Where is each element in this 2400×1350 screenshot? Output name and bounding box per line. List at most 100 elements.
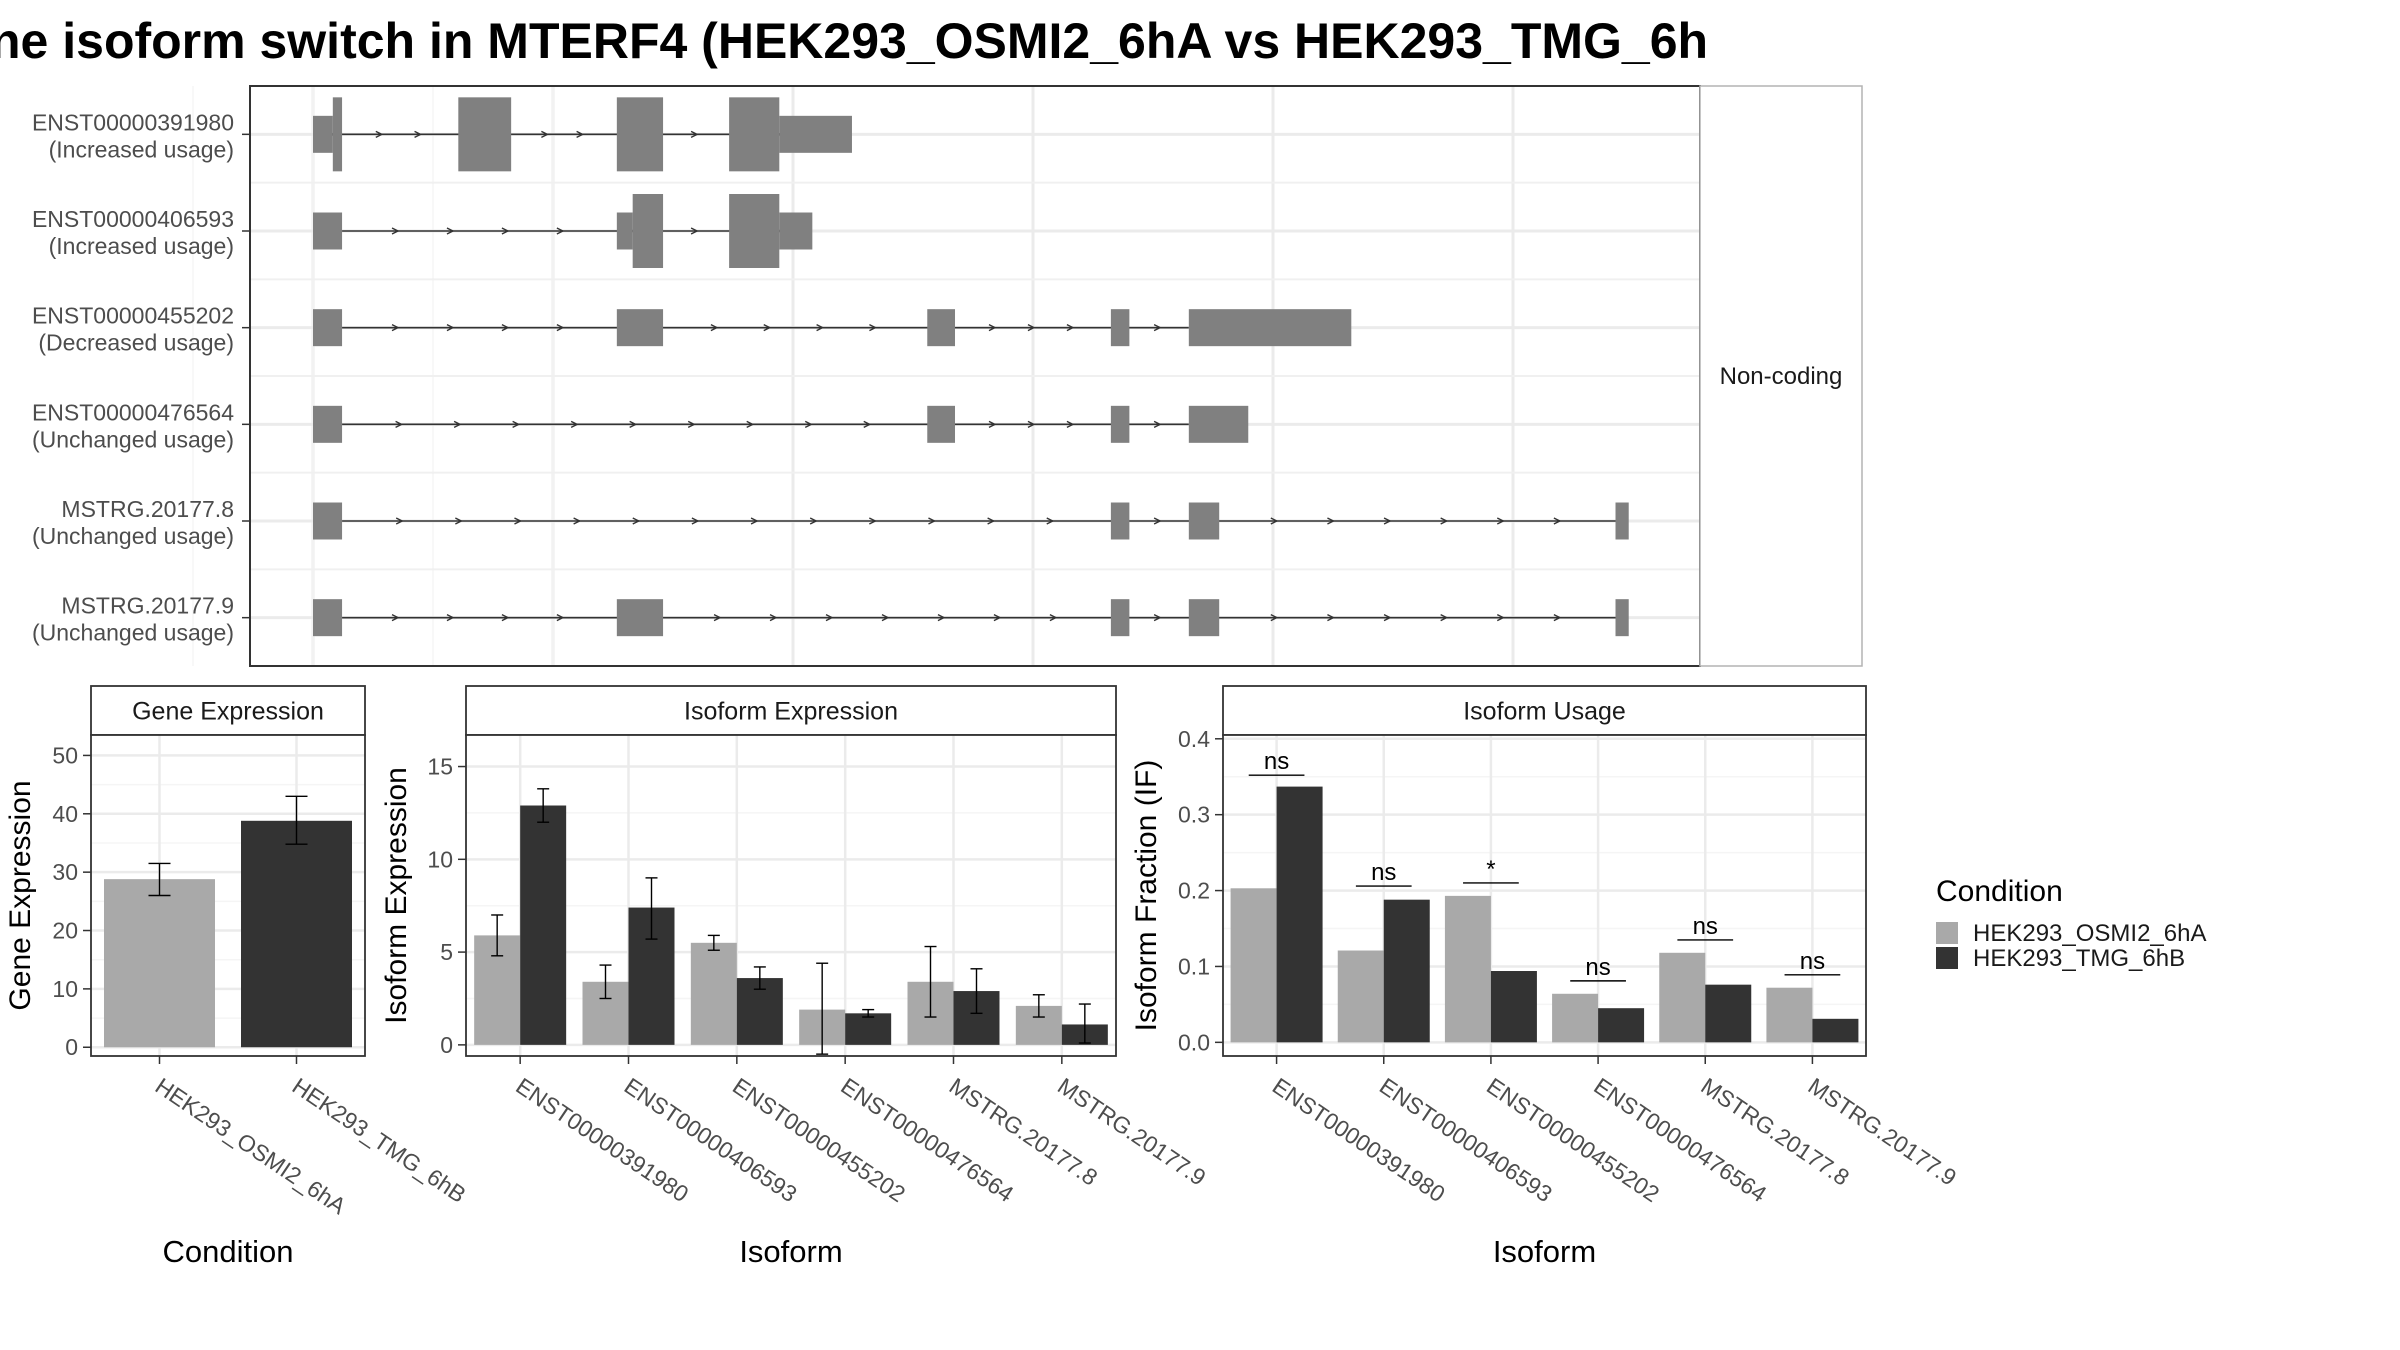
gene-expression-panel: Gene Expression01020304050HEK293_OSMI2_6…	[4, 685, 471, 1269]
intron-direction-arrow	[988, 324, 997, 332]
intron-direction-arrow	[556, 324, 565, 332]
bar	[1383, 899, 1430, 1043]
y-axis-title: Isoform Expression	[380, 767, 413, 1024]
exon-block	[779, 212, 813, 250]
panel-strip	[1222, 685, 1867, 736]
exon-block	[313, 212, 343, 250]
transcript-id-label: ENST00000391980	[32, 109, 234, 135]
intron-direction-arrow	[1327, 614, 1335, 622]
y-tick-label: 0.1	[1178, 953, 1210, 979]
bar	[1705, 984, 1752, 1043]
bar	[1659, 952, 1706, 1043]
transcript-structure-panel: ENST00000391980(Increased usage)ENST0000…	[32, 85, 1863, 667]
bar	[1552, 993, 1599, 1043]
intron-direction-arrow	[1049, 614, 1058, 622]
exon-block	[616, 599, 664, 637]
intron-direction-arrow	[541, 130, 549, 138]
plot-background	[466, 735, 1116, 1056]
intron-direction-arrow	[763, 324, 772, 332]
panel-border	[465, 734, 1117, 1057]
exon-block	[632, 194, 664, 268]
intron-direction-arrow	[1066, 420, 1075, 428]
exon-block	[729, 97, 780, 172]
bar	[1598, 1008, 1645, 1043]
intron-direction-arrow	[501, 227, 510, 235]
bar	[1444, 895, 1491, 1043]
intron-direction-arrow	[687, 420, 696, 428]
y-tick-label: 10	[52, 976, 78, 1002]
intron-direction-arrow	[446, 614, 455, 622]
y-axis-title: Isoform Fraction (IF)	[1130, 760, 1163, 1032]
bar	[1766, 987, 1813, 1043]
intron-direction-arrow	[993, 614, 1002, 622]
y-tick-label: 0.2	[1178, 878, 1210, 904]
bar	[520, 805, 567, 1045]
intron-direction-arrow	[453, 420, 462, 428]
intron-direction-arrow	[1440, 614, 1449, 622]
panel-border	[90, 734, 366, 1057]
strip-right	[1699, 85, 1863, 667]
intron-direction-arrow	[1027, 324, 1036, 332]
legend-swatch	[1936, 947, 1958, 969]
x-axis-title: Condition	[163, 1234, 294, 1269]
exon-block	[616, 97, 664, 172]
intron-direction-arrow	[869, 324, 877, 332]
significance-label: ns	[1371, 859, 1396, 886]
exon-block	[616, 309, 664, 347]
intron-direction-arrow	[632, 517, 641, 525]
intron-direction-arrow	[395, 420, 404, 428]
intron-direction-arrow	[395, 517, 404, 525]
exon-block	[1615, 599, 1629, 637]
intron-direction-arrow	[375, 130, 384, 138]
intron-direction-arrow	[570, 420, 579, 428]
y-tick-label: 20	[52, 918, 78, 944]
intron-direction-arrow	[691, 517, 700, 525]
y-tick-label: 50	[52, 742, 78, 768]
intron-direction-arrow	[1066, 324, 1075, 332]
intron-direction-arrow	[987, 517, 996, 525]
intron-direction-arrow	[556, 614, 565, 622]
intron-direction-arrow	[573, 517, 582, 525]
transcript-id-label: MSTRG.20177.9	[61, 593, 234, 619]
intron-direction-arrow	[501, 614, 510, 622]
intron-direction-arrow	[1027, 420, 1036, 428]
significance-label: ns	[1585, 954, 1610, 981]
plot-background	[1223, 735, 1866, 1056]
exon-block	[313, 502, 343, 540]
intron-direction-arrow	[446, 324, 455, 332]
legend-title: Condition	[1936, 875, 2063, 908]
exon-block	[1110, 309, 1130, 347]
exon-block	[1110, 599, 1130, 637]
x-axis-title: Isoform	[739, 1234, 842, 1269]
bar	[1276, 786, 1323, 1043]
intron-direction-arrow	[512, 420, 521, 428]
intron-direction-arrow	[710, 324, 719, 332]
significance-label: ns	[1800, 948, 1825, 975]
y-axis-title: Gene Expression	[4, 780, 37, 1010]
intron-direction-arrow	[881, 614, 890, 622]
strip-label-non-coding: Non-coding	[1720, 363, 1843, 390]
legend-swatch	[1936, 922, 1958, 944]
intron-direction-arrow	[391, 324, 400, 332]
x-tick-label: ENST00000406593	[620, 1073, 802, 1208]
intron-direction-arrow	[629, 420, 638, 428]
exon-block	[1188, 405, 1249, 443]
legend-item-label: HEK293_TMG_6hB	[1973, 945, 2185, 972]
intron-direction-arrow	[750, 517, 759, 525]
panel-strip-title: Isoform Usage	[1463, 698, 1626, 726]
significance-label: ns	[1693, 913, 1718, 940]
x-tick-label: ENST00000476564	[1589, 1073, 1771, 1208]
isoform-usage-panel: Isoform Usage 0.0 0.1 0.2 0.3 0.4 ns ns * ns ns ns E…	[1130, 685, 1961, 1269]
bar	[241, 820, 352, 1048]
intron-direction-arrow	[825, 614, 834, 622]
exon-block	[313, 599, 343, 637]
intron-direction-arrow	[1383, 614, 1392, 622]
intron-direction-arrow	[1153, 324, 1162, 332]
y-tick-label: 5	[440, 939, 453, 965]
intron-direction-arrow	[391, 227, 400, 235]
exon-block	[1188, 309, 1352, 347]
bar	[1490, 971, 1537, 1043]
exon-block	[458, 97, 512, 172]
exon-block	[616, 212, 633, 250]
